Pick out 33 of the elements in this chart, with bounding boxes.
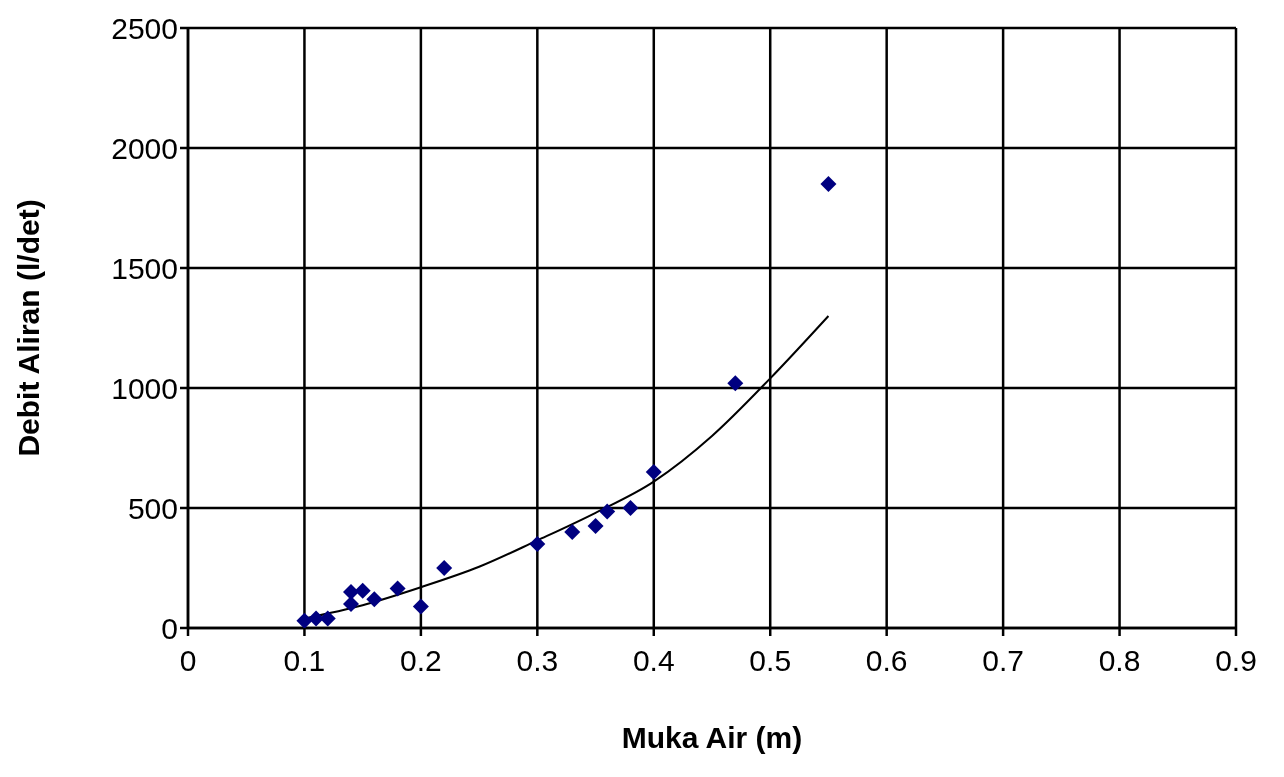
point	[820, 176, 837, 192]
x-tick-label: 0.1	[283, 644, 326, 678]
y-tick-label: 1500	[111, 251, 178, 285]
x-tick-label: 0.8	[1098, 644, 1141, 678]
point	[412, 598, 429, 615]
point	[366, 591, 383, 608]
y-tick-label: 0	[161, 611, 178, 645]
x-tick-label: 0.9	[1215, 644, 1257, 678]
point	[727, 375, 744, 392]
x-tick-label: 0.5	[749, 644, 792, 678]
y-tick-label: 500	[127, 491, 178, 525]
y-tick-label: 1000	[111, 371, 178, 405]
x-axis-title: Muka Air (m)	[621, 721, 803, 754]
point	[296, 612, 313, 628]
point	[529, 536, 546, 552]
point	[587, 518, 604, 534]
x-tick-label: 0.7	[982, 644, 1024, 678]
x-tick-label: 0.3	[516, 644, 559, 678]
point	[436, 560, 453, 576]
x-tick-label: 0.6	[865, 644, 908, 678]
y-tick-label: 2500	[111, 11, 178, 45]
x-tick-label: 0.2	[400, 644, 442, 678]
x-tick-label: 0.4	[632, 644, 675, 678]
point	[564, 524, 581, 540]
point	[622, 500, 639, 516]
y-tick-label: 2000	[111, 131, 178, 165]
point	[343, 596, 360, 612]
point	[389, 580, 406, 597]
point	[645, 464, 662, 480]
point	[599, 503, 616, 520]
y-axis-title: Debit Aliran (l/det)	[11, 199, 45, 457]
point	[354, 582, 371, 599]
point	[319, 610, 336, 627]
